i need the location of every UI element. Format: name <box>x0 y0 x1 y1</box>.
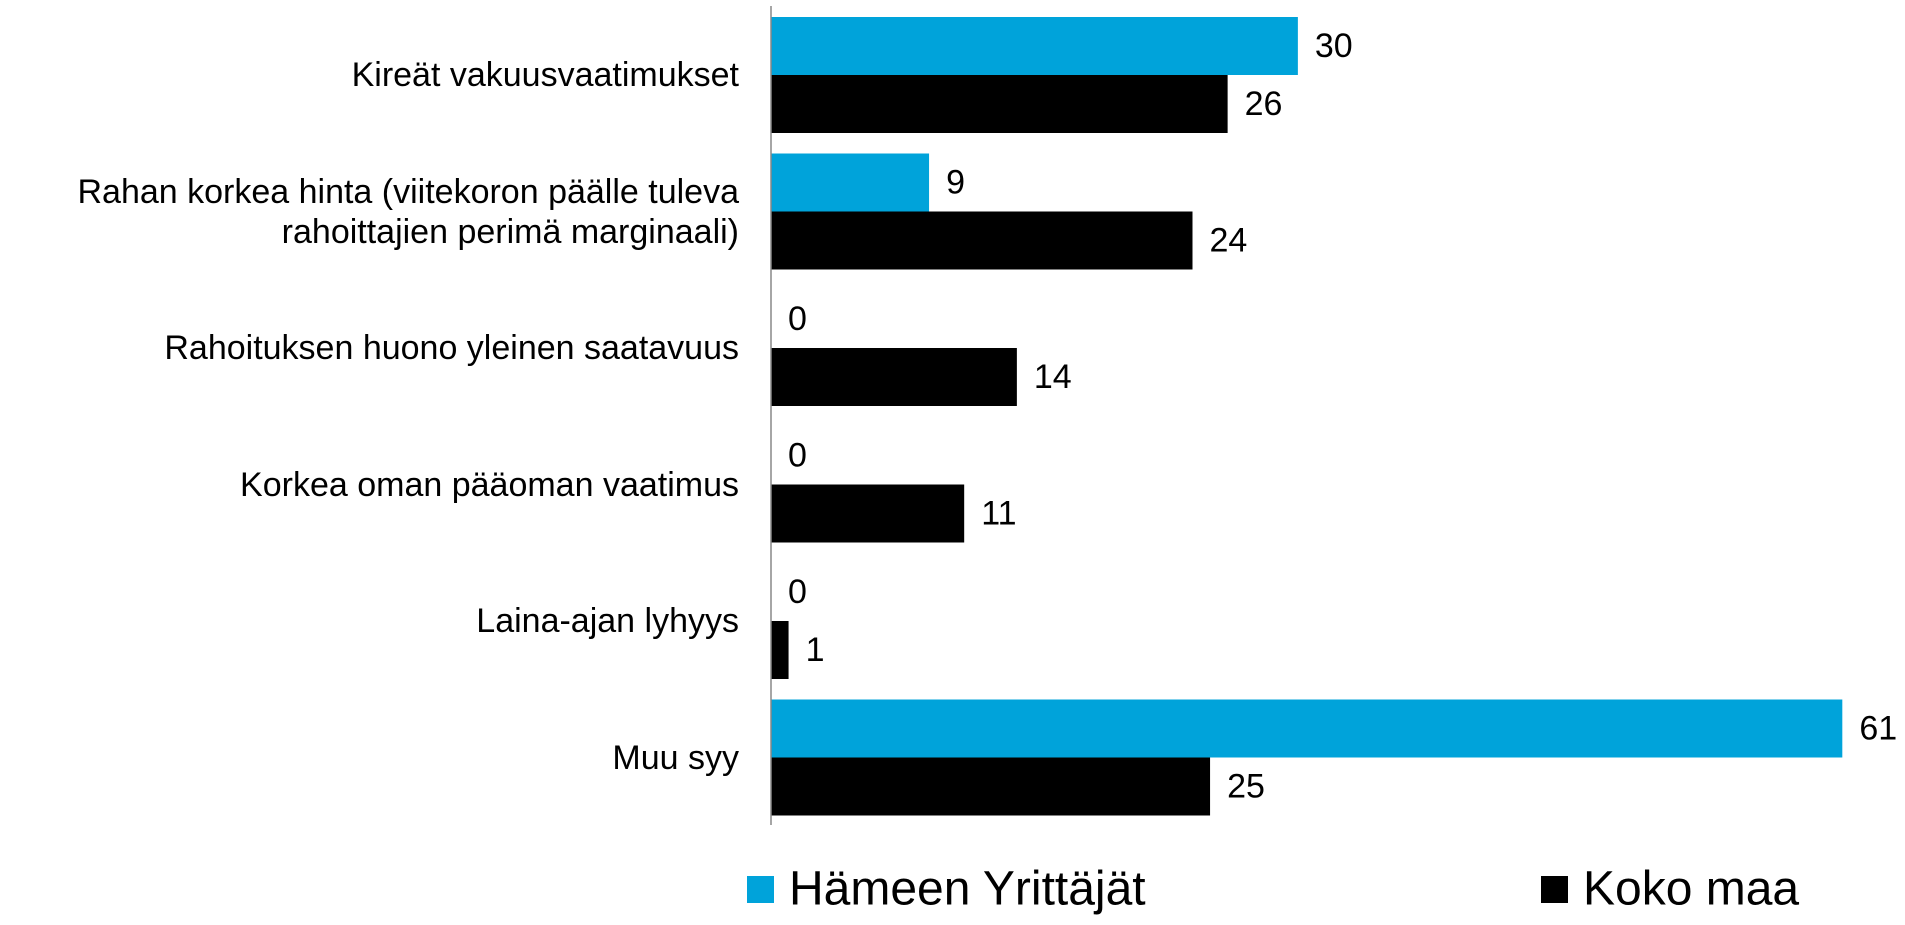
category-label: Kireät vakuusvaatimukset <box>351 56 739 94</box>
bar <box>771 17 1298 75</box>
category-label: Korkea oman pääoman vaatimus <box>240 465 739 504</box>
category-label: Rahoituksen huono yleinen saatavuus <box>164 329 739 367</box>
legend-swatch <box>747 876 774 903</box>
value-label: 11 <box>981 494 1016 532</box>
value-label: 24 <box>1210 221 1248 259</box>
legend-swatch <box>1541 876 1568 903</box>
bar <box>771 484 965 543</box>
category-label: Rahan korkea hinta (viitekoron päälle tu… <box>77 172 739 251</box>
category-label: Muu syy <box>612 738 739 777</box>
category-label: Laina-ajan lyhyys <box>476 602 739 640</box>
value-label: 0 <box>788 300 807 338</box>
bar <box>771 211 1193 270</box>
value-label: 0 <box>788 573 807 611</box>
bar <box>771 153 930 212</box>
bar <box>771 699 1843 758</box>
legend-label: Hämeen Yrittäjät <box>789 863 1146 916</box>
value-label: 25 <box>1227 767 1265 805</box>
value-label: 26 <box>1245 85 1283 123</box>
legend-label: Koko maa <box>1583 863 1799 916</box>
bar <box>771 757 1211 816</box>
bar <box>771 348 1017 406</box>
bar <box>771 621 789 679</box>
value-label: 14 <box>1034 358 1072 396</box>
value-label: 1 <box>806 631 825 669</box>
bar <box>771 75 1228 133</box>
value-label: 30 <box>1315 27 1353 65</box>
value-label: 61 <box>1859 709 1897 747</box>
value-label: 9 <box>946 163 965 201</box>
value-label: 0 <box>788 436 807 474</box>
